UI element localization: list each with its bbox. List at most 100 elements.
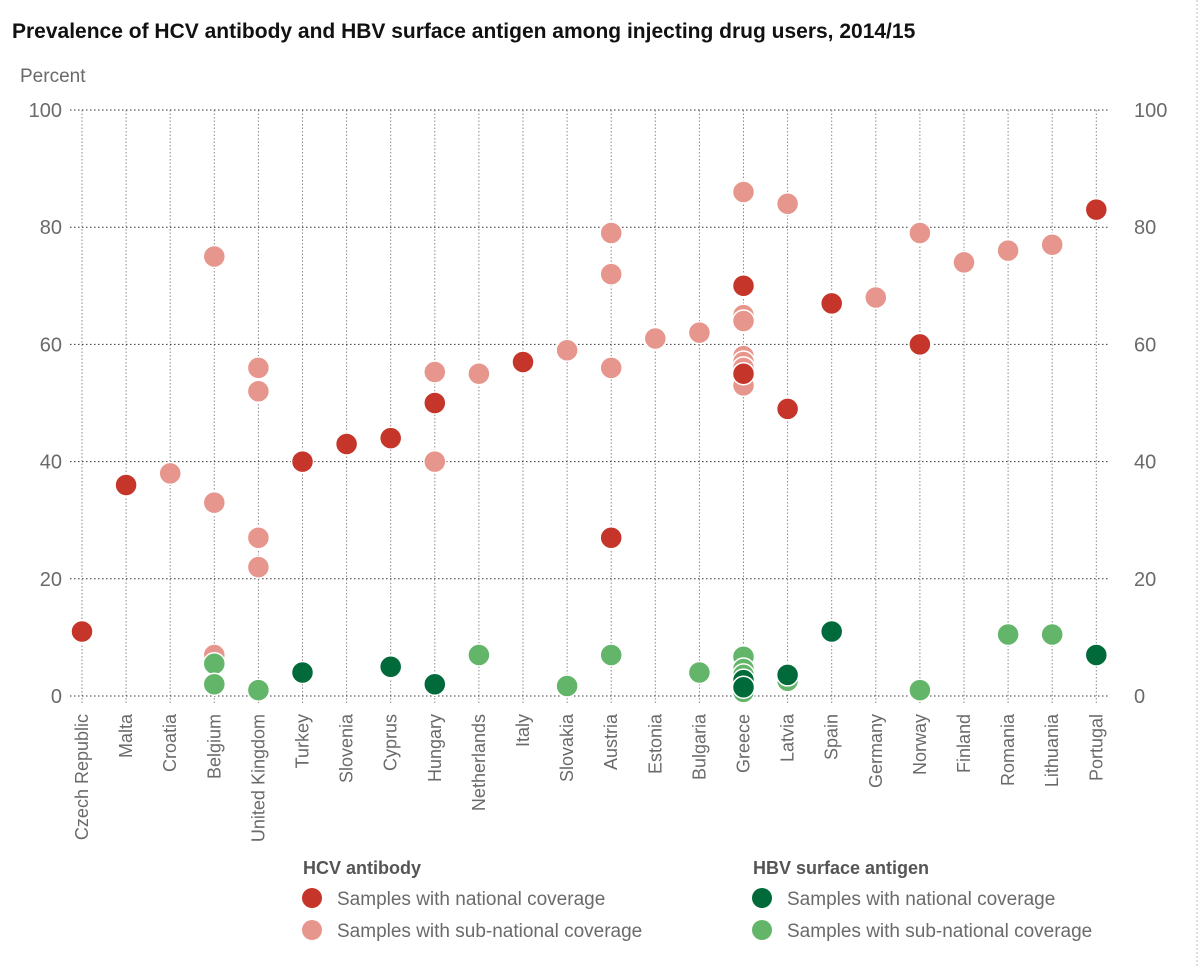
- data-point: [731, 180, 756, 204]
- x-tick-label: Turkey: [293, 714, 313, 768]
- data-point: [246, 379, 271, 404]
- x-tick-label: Czech Republic: [72, 714, 92, 840]
- x-tick-label: Latvia: [778, 713, 798, 762]
- series-hcv_national: [70, 197, 1109, 644]
- data-point: [775, 663, 800, 687]
- legend-label-hcv-subnational: Samples with sub-national coverage: [337, 921, 642, 942]
- chart-title: Prevalence of HCV antibody and HBV surfa…: [12, 20, 916, 43]
- data-point: [908, 678, 932, 702]
- legend-label-hbv-national: Samples with national coverage: [787, 889, 1055, 910]
- data-point: [864, 285, 888, 310]
- data-point: [70, 619, 94, 644]
- data-point: [1084, 643, 1109, 667]
- x-tick-label: Netherlands: [469, 714, 489, 811]
- data-point: [555, 338, 579, 363]
- data-points: [70, 180, 1109, 704]
- legend-group-hbv: HBV surface antigen Samples with nationa…: [752, 858, 1092, 942]
- x-tick-label: United Kingdom: [248, 714, 268, 842]
- x-tick-label: Greece: [734, 714, 754, 773]
- data-point: [202, 672, 227, 697]
- data-point: [467, 643, 491, 667]
- x-tick-label: Germany: [866, 714, 886, 788]
- x-tick-label: Italy: [513, 714, 533, 747]
- y-tick-label-right: 60: [1134, 334, 1156, 356]
- x-tick-label: Cyprus: [381, 714, 401, 771]
- data-point: [290, 660, 315, 685]
- data-point: [643, 326, 668, 351]
- x-tick-label: Austria: [601, 713, 621, 770]
- data-point: [423, 360, 447, 384]
- legend-swatch-hcv-subnational: [302, 920, 322, 940]
- y-tick-label-left: 40: [40, 452, 62, 474]
- x-tick-label: Bulgaria: [689, 713, 709, 780]
- y-tick-label-right: 0: [1134, 686, 1145, 708]
- y-tick-label-left: 100: [29, 100, 62, 122]
- x-tick-label: Finland: [954, 714, 974, 773]
- x-tick-label: Spain: [822, 714, 842, 760]
- data-point: [599, 262, 623, 286]
- data-point: [731, 675, 756, 699]
- data-point: [246, 678, 271, 702]
- series-hbv_national: [290, 619, 1109, 699]
- legend: HCV antibody Samples with national cover…: [302, 858, 1092, 942]
- y-tick-label-left: 80: [40, 217, 62, 239]
- x-tick-label: Croatia: [160, 713, 180, 772]
- legend-swatch-hbv-subnational: [752, 920, 772, 940]
- legend-title-hcv: HCV antibody: [303, 858, 421, 878]
- x-tick-label: Belgium: [204, 714, 224, 779]
- y-tick-label-right: 20: [1134, 569, 1156, 591]
- data-point: [908, 221, 932, 245]
- y-tick-label-left: 0: [51, 686, 62, 708]
- data-point: [952, 250, 976, 275]
- data-point: [378, 654, 403, 679]
- grid: [70, 109, 1110, 704]
- legend-swatch-hbv-national: [752, 888, 772, 908]
- data-point: [599, 221, 623, 245]
- legend-group-hcv: HCV antibody Samples with national cover…: [302, 858, 642, 942]
- data-point: [908, 332, 932, 357]
- data-point: [775, 192, 800, 216]
- data-point: [819, 619, 844, 644]
- x-ticks: Czech Republic Malta Croatia Belgium United …: [72, 713, 1106, 842]
- data-point: [599, 356, 623, 380]
- data-point: [1040, 233, 1064, 257]
- legend-label-hbv-subnational: Samples with sub-national coverage: [787, 921, 1092, 942]
- data-point: [599, 526, 623, 550]
- x-tick-label: Slovakia: [557, 713, 577, 782]
- y-ticks-right: 0 20 40 60 80 100: [1134, 100, 1167, 708]
- series-hcv_subnational: [158, 180, 1064, 667]
- data-point: [378, 426, 403, 450]
- data-point: [687, 320, 712, 345]
- x-tick-label: Romania: [998, 713, 1018, 786]
- data-point: [158, 461, 182, 486]
- y-tick-label-left: 20: [40, 569, 62, 591]
- data-point: [246, 555, 271, 579]
- data-point: [334, 432, 359, 456]
- data-point: [555, 674, 579, 698]
- data-point: [423, 672, 447, 697]
- data-point: [775, 397, 800, 421]
- data-point: [1084, 197, 1109, 222]
- data-point: [202, 652, 227, 676]
- data-point: [731, 309, 756, 333]
- data-point: [511, 350, 535, 374]
- data-point: [423, 449, 447, 474]
- data-point: [731, 361, 756, 386]
- data-point: [246, 526, 271, 550]
- x-tick-label: Norway: [910, 714, 930, 775]
- data-point: [246, 356, 271, 380]
- x-tick-label: Slovenia: [337, 713, 357, 783]
- legend-label-hcv-national: Samples with national coverage: [337, 889, 605, 910]
- x-tick-label: Estonia: [645, 713, 665, 774]
- series-hbv_subnational: [202, 622, 1064, 704]
- data-point: [996, 622, 1020, 647]
- data-point: [1040, 622, 1064, 647]
- legend-title-hbv: HBV surface antigen: [753, 858, 929, 878]
- data-point: [599, 643, 623, 667]
- data-point: [819, 291, 844, 316]
- y-tick-label-right: 100: [1134, 100, 1167, 122]
- legend-swatch-hcv-national: [302, 888, 322, 908]
- y-axis-label: Percent: [20, 66, 86, 87]
- data-point: [731, 274, 756, 298]
- data-point: [423, 391, 447, 415]
